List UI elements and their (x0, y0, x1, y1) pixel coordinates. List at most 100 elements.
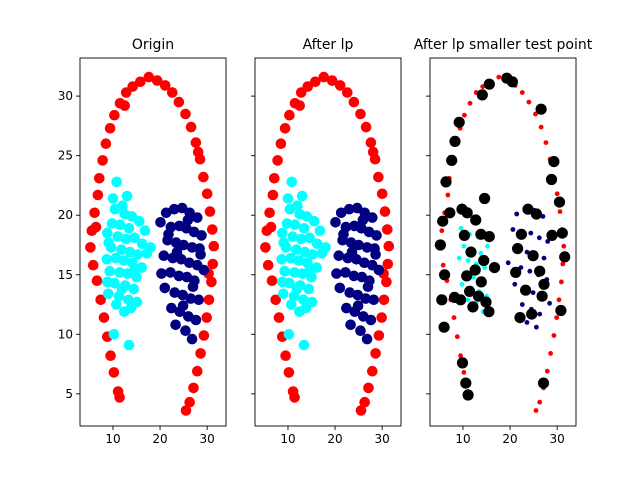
data-point (456, 357, 469, 369)
data-point (273, 312, 285, 323)
data-point (465, 258, 471, 263)
data-point (357, 214, 369, 226)
data-point (514, 211, 520, 217)
subplot-title: After lp (303, 37, 354, 53)
data-point (537, 377, 550, 389)
data-point (178, 239, 189, 251)
data-point (554, 315, 560, 320)
data-point (522, 203, 534, 215)
data-point (90, 221, 102, 233)
data-point (156, 268, 167, 279)
data-point (544, 368, 550, 374)
data-point (527, 268, 533, 274)
data-point (533, 408, 539, 413)
data-point (169, 287, 180, 298)
data-point (343, 203, 355, 215)
data-point (488, 262, 501, 274)
data-point (541, 255, 547, 261)
data-point (461, 370, 467, 375)
x-tick-label: 30 (375, 432, 390, 446)
data-point (311, 238, 323, 250)
data-point (551, 333, 557, 338)
data-point (267, 189, 279, 201)
data-point (89, 207, 100, 219)
data-point (109, 277, 120, 289)
y-tick-label: 5 (65, 387, 73, 401)
data-point (294, 100, 306, 111)
data-point (510, 227, 516, 232)
data-point (287, 386, 299, 397)
data-point (526, 99, 532, 105)
data-point (367, 146, 379, 158)
data-point (180, 108, 191, 120)
data-point (376, 312, 388, 323)
data-point (545, 239, 551, 244)
data-point (105, 350, 116, 362)
data-point (286, 299, 297, 310)
data-point (160, 207, 172, 219)
data-point (455, 294, 467, 306)
data-point (446, 154, 458, 166)
data-point (127, 81, 138, 92)
data-point (454, 334, 460, 340)
data-point (534, 265, 546, 277)
data-point (114, 219, 126, 230)
data-point (326, 75, 338, 86)
data-point (291, 244, 302, 255)
plot-area (260, 71, 395, 416)
x-tick-label: 10 (105, 432, 120, 446)
data-point (192, 146, 204, 158)
data-point (462, 112, 467, 118)
data-point (434, 239, 446, 251)
data-point (159, 282, 171, 294)
x-tick-label: 30 (200, 432, 215, 446)
data-point (171, 246, 183, 258)
data-point (548, 156, 560, 168)
x-tick-label: 20 (502, 432, 517, 446)
data-point (91, 275, 103, 287)
data-point (198, 330, 210, 341)
data-point (373, 264, 385, 276)
data-point (530, 290, 536, 295)
data-point (100, 138, 112, 149)
data-point (292, 200, 303, 211)
data-point (361, 333, 373, 345)
data-point (107, 193, 119, 204)
data-point (348, 270, 360, 282)
x-tick-label: 30 (550, 432, 565, 446)
data-point (559, 279, 564, 285)
data-point (515, 228, 528, 240)
x-tick-label: 10 (280, 432, 295, 446)
data-point (111, 299, 122, 310)
data-point (260, 242, 271, 253)
data-point (201, 312, 212, 323)
data-point (451, 315, 457, 320)
data-point (556, 227, 568, 239)
data-point (108, 367, 120, 378)
data-point (298, 339, 310, 351)
data-point (334, 282, 346, 294)
data-point (87, 259, 99, 271)
data-point (266, 275, 278, 287)
data-point (279, 123, 291, 134)
data-point (355, 405, 367, 416)
data-point (283, 329, 295, 340)
data-point (151, 75, 163, 86)
data-point (459, 281, 465, 287)
data-point (467, 100, 473, 106)
data-point (512, 281, 518, 287)
data-point (102, 227, 113, 239)
data-point (190, 314, 202, 326)
data-point (362, 281, 374, 293)
data-point (297, 268, 308, 279)
data-point (352, 300, 364, 312)
data-point (177, 289, 188, 301)
data-point (526, 308, 538, 320)
data-point (439, 269, 451, 281)
x-tick-label: 20 (152, 432, 167, 446)
data-point (341, 302, 352, 314)
y-tick-label: 30 (58, 89, 73, 103)
data-point (456, 255, 462, 261)
data-point (469, 264, 481, 276)
plot-area (85, 71, 220, 416)
